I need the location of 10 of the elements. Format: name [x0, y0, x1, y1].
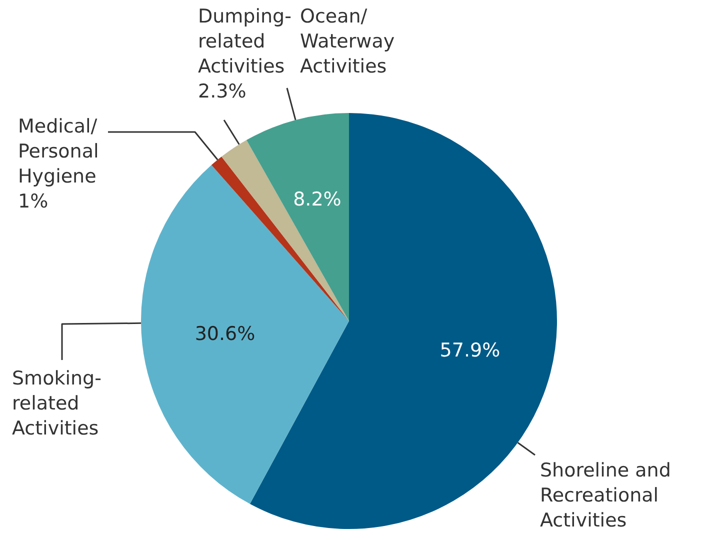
slice-label: Smoking-related Activities [12, 367, 102, 440]
data-label: 2.3% [198, 80, 246, 102]
data-label: 1% [18, 190, 48, 212]
slice-label: Dumping-related Activities [198, 5, 292, 78]
data-label: 8.2% [293, 188, 342, 210]
slice-label: Shoreline and Recreational Activities [540, 459, 671, 532]
data-label: 30.6% [194, 323, 256, 346]
slice-label: Medical/Personal Hygiene [18, 115, 99, 188]
data-label: 57.9% [440, 340, 500, 362]
slice-label: Ocean/Waterway Activities [300, 5, 395, 78]
